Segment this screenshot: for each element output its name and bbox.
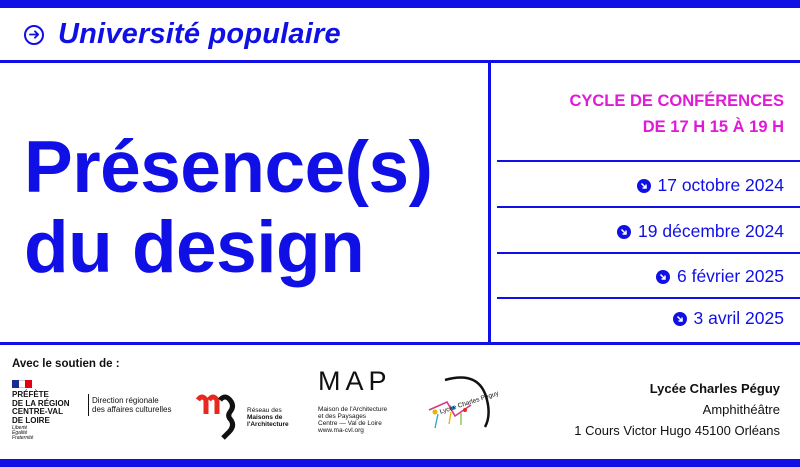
logo-divider — [88, 394, 89, 416]
header: Université populaire — [0, 8, 800, 61]
rma-logo: Réseau des Maisons de l'Architecture — [195, 392, 300, 442]
map-letters: MAP — [318, 366, 392, 396]
peguy-logo: Lycée Charles Péguy — [425, 372, 515, 437]
map-logo: MAP Maison de l'Architecture et des Pays… — [318, 366, 428, 446]
peguy-mark-icon — [428, 376, 490, 429]
venue-address: 1 Cours Victor Hugo 45100 Orléans — [574, 423, 780, 438]
date-divider — [497, 297, 800, 299]
date-item: 17 octobre 2024 — [636, 175, 785, 196]
cycle-info: CYCLE DE CONFÉRENCES DE 17 H 15 À 19 H — [569, 88, 784, 140]
divider-line — [0, 60, 800, 63]
date-label: 3 avril 2025 — [693, 308, 784, 328]
venue-room: Amphithéâtre — [702, 402, 780, 417]
main-title-line1: Présence(s) — [24, 127, 433, 208]
rma-mark-icon — [195, 394, 236, 440]
arrow-down-right-icon — [636, 178, 651, 193]
cycle-line1: CYCLE DE CONFÉRENCES — [569, 92, 784, 110]
date-item: 19 décembre 2024 — [617, 221, 784, 242]
prefecture-logo: PRÉFÈTE DE LA RÉGION CENTRE-VAL DE LOIRE… — [12, 380, 187, 441]
date-divider — [497, 160, 800, 162]
main-title-line2: du design — [24, 207, 365, 288]
arrow-down-right-icon — [672, 311, 687, 326]
date-item: 3 avril 2025 — [672, 308, 784, 329]
support-label: Avec le soutien de : — [12, 358, 120, 370]
prefecture-name: PRÉFÈTE DE LA RÉGION CENTRE-VAL DE LOIRE — [12, 390, 70, 425]
top-border — [0, 0, 800, 8]
date-divider — [497, 252, 800, 254]
cycle-line2: DE 17 H 15 À 19 H — [642, 118, 784, 136]
vertical-divider — [488, 60, 491, 345]
venue-name: Lycée Charles Péguy — [649, 381, 780, 396]
map-name: Maison de l'Architecture et des Paysages… — [318, 406, 388, 434]
date-label: 6 février 2025 — [676, 266, 784, 286]
main-title: Présence(s) du design — [24, 127, 433, 288]
date-item: 6 février 2025 — [655, 266, 784, 287]
bottom-border — [0, 459, 800, 467]
prefecture-motto: Liberté Égalité Fraternité — [12, 425, 34, 441]
arrow-down-right-icon — [655, 269, 670, 284]
drac-name: Direction régionale des affaires culture… — [92, 396, 172, 414]
date-divider — [497, 206, 800, 208]
rma-name: Réseau des Maisons de l'Architecture — [247, 407, 289, 428]
arrow-down-right-icon — [617, 224, 632, 239]
header-title: Université populaire — [58, 18, 341, 50]
divider-line — [0, 342, 800, 345]
date-label: 19 décembre 2024 — [638, 221, 784, 241]
date-label: 17 octobre 2024 — [657, 175, 785, 195]
venue-info: Lycée Charles Péguy Amphithéâtre 1 Cours… — [574, 378, 780, 441]
arrow-circle-right-icon — [24, 24, 44, 45]
french-flag-icon — [12, 380, 33, 388]
